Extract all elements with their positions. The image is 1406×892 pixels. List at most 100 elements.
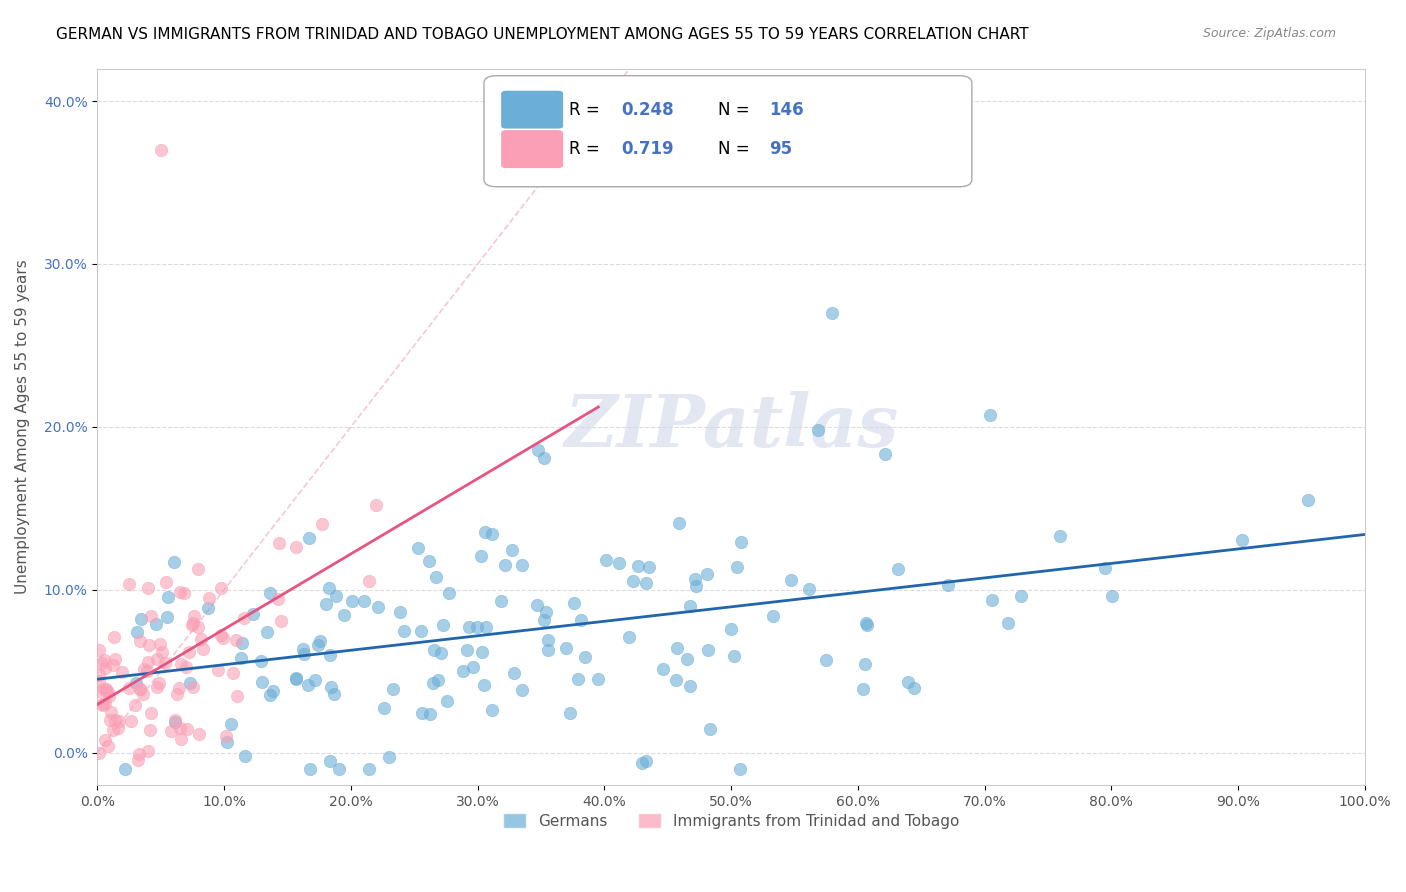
Point (103, 630, 125, 644)
Point (378, 749, 401, 764)
Point (425, 570, 447, 584)
Point (652, 662, 675, 676)
Text: 146: 146 (769, 101, 804, 119)
Point (149, 636, 172, 650)
Point (696, 567, 718, 582)
Point (367, 600, 389, 615)
Point (554, 641, 576, 656)
Point (101, 723, 124, 737)
Point (725, 560, 748, 574)
Point (463, 660, 485, 674)
Point (107, 714, 129, 729)
Point (297, 531, 319, 545)
Point (903, 681, 925, 696)
Point (631, 756, 654, 771)
Point (392, 624, 415, 638)
Point (1094, 560, 1116, 574)
Text: R =: R = (569, 101, 605, 119)
Point (318, 581, 340, 595)
Point (762, 609, 785, 624)
Point (418, 554, 440, 568)
Point (1049, 529, 1071, 543)
Point (170, 657, 193, 671)
Point (617, 630, 640, 644)
Point (852, 682, 875, 697)
Point (163, 555, 186, 569)
Point (183, 609, 205, 624)
Point (1230, 533, 1253, 548)
Point (292, 648, 315, 662)
Text: ZIPatlas: ZIPatlas (564, 392, 898, 462)
Point (465, 620, 488, 634)
Point (821, 306, 844, 320)
Point (209, 581, 232, 595)
Point (259, 586, 281, 600)
Point (117, 789, 139, 804)
Point (728, 762, 751, 776)
Point (637, 559, 659, 574)
Point (980, 593, 1002, 607)
Point (699, 723, 721, 737)
Point (679, 599, 702, 613)
Text: R =: R = (569, 141, 605, 159)
Point (533, 451, 555, 466)
Point (475, 620, 498, 634)
Point (357, 574, 380, 588)
Point (430, 646, 453, 660)
Point (284, 672, 307, 686)
Point (815, 653, 838, 667)
Point (180, 618, 202, 632)
Point (139, 706, 162, 720)
Point (132, 688, 155, 702)
Point (127, 753, 149, 767)
Point (422, 676, 444, 690)
Point (382, 681, 405, 696)
Point (510, 683, 533, 698)
Point (145, 617, 167, 632)
Point (373, 701, 395, 715)
Point (149, 143, 172, 157)
Point (183, 680, 205, 694)
Point (621, 574, 644, 588)
Point (558, 706, 581, 720)
Point (1010, 589, 1032, 603)
Point (93, 681, 115, 696)
Point (87, 673, 110, 688)
Point (887, 562, 910, 576)
Point (221, 666, 243, 681)
Text: 0.719: 0.719 (621, 141, 673, 159)
Text: N =: N = (718, 141, 755, 159)
Point (129, 681, 152, 696)
Point (128, 747, 150, 762)
Point (567, 673, 589, 687)
Point (117, 576, 139, 591)
Point (176, 722, 198, 736)
Point (242, 607, 264, 621)
Point (569, 613, 592, 627)
FancyBboxPatch shape (501, 129, 564, 169)
Point (474, 525, 496, 540)
Point (177, 645, 200, 659)
Point (284, 672, 307, 686)
Point (125, 676, 148, 690)
Point (720, 622, 742, 636)
Point (562, 596, 585, 610)
Point (270, 614, 292, 628)
Point (141, 609, 163, 624)
Point (150, 645, 173, 659)
Legend: Germans, Immigrants from Trinidad and Tobago: Germans, Immigrants from Trinidad and To… (496, 806, 966, 835)
Point (259, 688, 281, 702)
Point (439, 586, 461, 600)
Point (780, 574, 803, 588)
Point (153, 656, 176, 670)
Point (304, 673, 326, 688)
Point (219, 717, 242, 731)
Point (1101, 589, 1123, 603)
Point (93, 698, 115, 713)
Point (262, 684, 284, 698)
Point (664, 673, 686, 687)
Point (125, 624, 148, 639)
Point (668, 516, 690, 530)
Point (100, 706, 122, 720)
Point (267, 536, 290, 550)
